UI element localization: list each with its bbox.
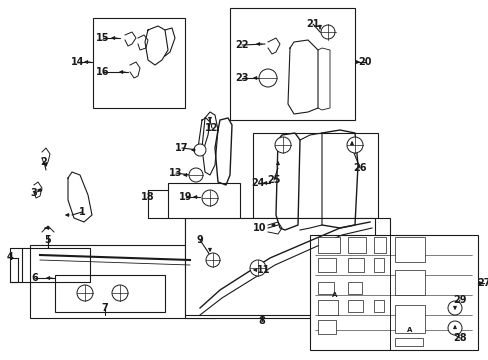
Bar bbox=[347, 237, 365, 253]
Circle shape bbox=[112, 285, 128, 301]
Text: 17: 17 bbox=[175, 143, 188, 153]
Text: 15: 15 bbox=[96, 33, 109, 43]
Text: A: A bbox=[407, 327, 412, 333]
Bar bbox=[347, 300, 362, 312]
Text: 8: 8 bbox=[258, 316, 265, 326]
Text: 9: 9 bbox=[196, 235, 203, 245]
Text: 6: 6 bbox=[32, 273, 38, 283]
Circle shape bbox=[346, 137, 362, 153]
Text: 3: 3 bbox=[31, 188, 37, 198]
Text: 11: 11 bbox=[257, 265, 270, 275]
Circle shape bbox=[205, 253, 220, 267]
Bar bbox=[317, 300, 337, 315]
Circle shape bbox=[189, 168, 203, 182]
Bar bbox=[373, 258, 383, 272]
Text: 10: 10 bbox=[253, 223, 266, 233]
Bar bbox=[373, 237, 385, 253]
Text: 26: 26 bbox=[352, 163, 366, 173]
Text: 19: 19 bbox=[179, 192, 192, 202]
Text: 7: 7 bbox=[102, 303, 108, 313]
Bar bbox=[347, 258, 363, 272]
Text: 22: 22 bbox=[235, 40, 248, 50]
Bar bbox=[317, 282, 333, 294]
Circle shape bbox=[77, 285, 93, 301]
Bar bbox=[252, 133, 377, 235]
Text: 12: 12 bbox=[205, 123, 218, 133]
Text: 23: 23 bbox=[235, 73, 248, 83]
Bar bbox=[347, 282, 361, 294]
Circle shape bbox=[202, 190, 218, 206]
Bar bbox=[394, 305, 424, 333]
Text: 21: 21 bbox=[305, 19, 319, 29]
Text: 4: 4 bbox=[7, 252, 13, 262]
Bar bbox=[394, 270, 424, 295]
Text: 13: 13 bbox=[169, 168, 183, 178]
Text: 5: 5 bbox=[44, 235, 51, 245]
Bar bbox=[55, 275, 164, 312]
Text: 27: 27 bbox=[476, 278, 488, 288]
Text: 14: 14 bbox=[71, 57, 84, 67]
Bar bbox=[317, 258, 335, 272]
Bar bbox=[229, 8, 354, 120]
Text: 28: 28 bbox=[452, 333, 466, 343]
Circle shape bbox=[320, 25, 334, 39]
Circle shape bbox=[447, 301, 461, 315]
Bar bbox=[30, 245, 215, 318]
Bar bbox=[317, 320, 335, 334]
Bar bbox=[373, 300, 383, 312]
Text: 16: 16 bbox=[96, 67, 109, 77]
Text: 1: 1 bbox=[79, 207, 85, 217]
Text: 20: 20 bbox=[358, 57, 371, 67]
Circle shape bbox=[194, 144, 205, 156]
Text: 25: 25 bbox=[267, 175, 280, 185]
Bar bbox=[394, 338, 422, 346]
Circle shape bbox=[447, 321, 461, 335]
Bar bbox=[168, 183, 240, 218]
Bar bbox=[309, 235, 477, 350]
Text: 2: 2 bbox=[41, 157, 47, 167]
Circle shape bbox=[259, 69, 276, 87]
Circle shape bbox=[249, 260, 265, 276]
Bar bbox=[184, 218, 374, 315]
Circle shape bbox=[274, 137, 290, 153]
Text: A: A bbox=[332, 292, 337, 298]
Text: 18: 18 bbox=[141, 192, 155, 202]
Bar bbox=[93, 18, 184, 108]
Bar bbox=[184, 218, 389, 318]
Text: 24: 24 bbox=[251, 178, 264, 188]
Text: 29: 29 bbox=[452, 295, 466, 305]
Bar bbox=[394, 237, 424, 262]
Bar bbox=[317, 237, 339, 253]
